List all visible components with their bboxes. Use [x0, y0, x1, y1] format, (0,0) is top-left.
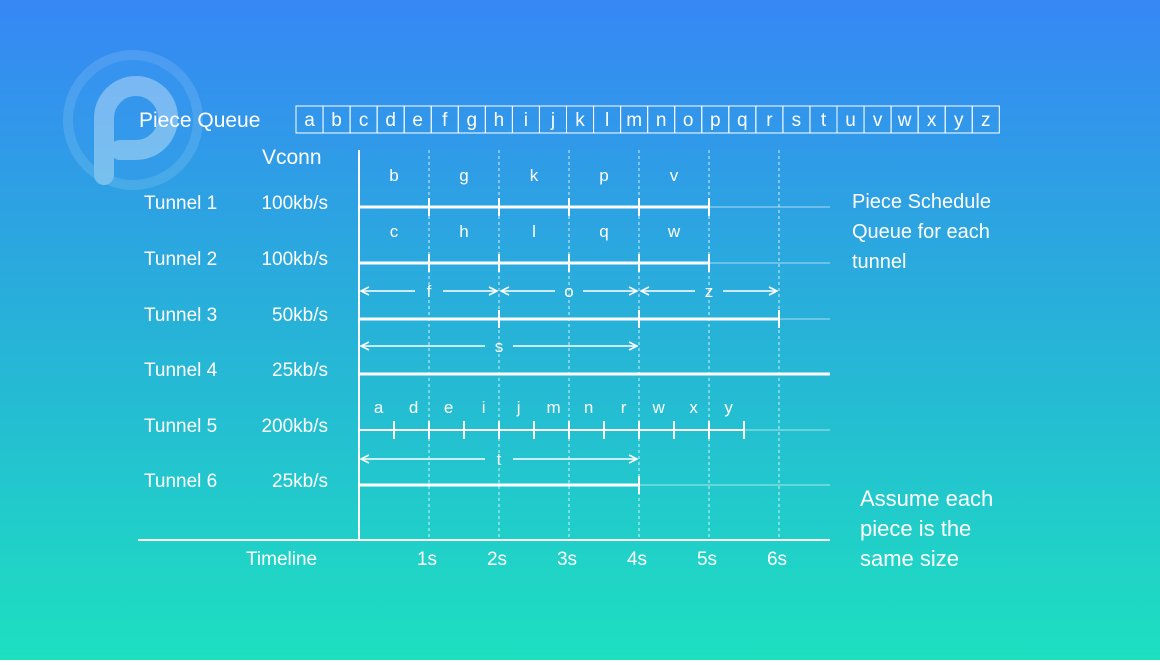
schedule-note-line-3: tunnel — [852, 251, 907, 273]
tunnel2-piece: w — [667, 222, 681, 241]
tunnel-labels: Tunnel 1 100kb/s Tunnel 2 100kb/s Tunnel 3 50… — [144, 193, 328, 492]
queue-cell-letter: v — [873, 110, 883, 131]
span-piece-label: z — [705, 282, 714, 301]
tunnel1-piece: b — [389, 166, 398, 185]
queue-cell-letter: b — [331, 110, 342, 131]
queue-cell-letter: t — [821, 110, 827, 131]
span-piece-label: f — [427, 282, 432, 301]
tick-label-6s: 6s — [767, 549, 787, 570]
tunnel2-piece: q — [599, 222, 608, 241]
queue-cell-letter: x — [927, 110, 937, 131]
assume-note-line-2: piece is the — [860, 516, 971, 541]
tunnel1-piece: p — [599, 166, 608, 185]
tunnel5-piece: i — [482, 398, 486, 417]
tunnel2-piece: c — [390, 222, 399, 241]
tunnel-name: Tunnel 1 — [144, 193, 217, 214]
tick-label-5s: 5s — [697, 549, 717, 570]
tunnel5-piece: m — [547, 398, 561, 417]
queue-cell-letter: l — [605, 110, 609, 131]
queue-cell-letter: c — [359, 110, 369, 131]
span-piece-label: t — [497, 450, 502, 469]
tunnel-rate: 100kb/s — [261, 193, 328, 214]
tunnel1-piece: g — [459, 166, 468, 185]
tunnel5-piece: j — [516, 398, 521, 417]
queue-cell-letter: o — [683, 110, 694, 131]
assume-note-line-1: Assume each — [860, 486, 993, 511]
queue-cell-letter: g — [467, 110, 478, 131]
p-logo-icon — [63, 50, 203, 190]
queue-cell-letter: w — [897, 110, 912, 131]
tunnel-rate: 200kb/s — [261, 416, 328, 437]
tunnel-name: Tunnel 2 — [144, 249, 217, 270]
vconn-label: Vconn — [262, 146, 322, 169]
schedule-note-line-2: Queue for each — [852, 221, 990, 243]
tunnel-name: Tunnel 3 — [144, 305, 217, 326]
schedule-note-line-1: Piece Schedule — [852, 191, 991, 213]
queue-cell-letter: e — [412, 110, 423, 131]
queue-cell-letter: f — [442, 110, 448, 131]
tunnel5-piece: x — [689, 398, 698, 417]
tunnel2-piece: l — [532, 222, 536, 241]
assume-note-line-3: same size — [860, 546, 959, 571]
timeline-ticks: 1s 2s 3s 4s 5s 6s — [417, 549, 787, 570]
queue-cell-letter: r — [766, 110, 773, 131]
span-piece-label: o — [564, 282, 573, 301]
queue-cell-letter: q — [737, 110, 748, 131]
queue-cell-letter: d — [385, 110, 396, 131]
queue-cell-letter: z — [981, 110, 991, 131]
timeline-label: Timeline — [246, 549, 317, 570]
queue-cell-letter: k — [575, 110, 585, 131]
tunnel-name: Tunnel 6 — [144, 471, 217, 492]
tunnel5-piece: d — [409, 398, 418, 417]
piece-queue-label: Piece Queue — [139, 109, 260, 132]
span-piece-label: s — [495, 337, 504, 356]
tunnel1-piece: v — [670, 166, 679, 185]
tunnel5-piece: r — [621, 398, 627, 417]
queue-cell-letter: a — [304, 110, 315, 131]
tunnel-rate: 100kb/s — [261, 249, 328, 270]
tick-label-1s: 1s — [417, 549, 437, 570]
tunnel2-piece: h — [459, 222, 468, 241]
tunnel5-piece: e — [444, 398, 453, 417]
time-gridlines — [428, 150, 780, 540]
tunnel5-piece: n — [584, 398, 593, 417]
queue-cell-letter: y — [954, 110, 964, 131]
queue-cell-letter: h — [494, 110, 505, 131]
queue-cell-letter: n — [656, 110, 667, 131]
tunnel-rows: b g k p v c h l q w f o z s a d e i j m n r w x y t — [359, 166, 830, 494]
queue-cell-letter: j — [550, 110, 555, 131]
tunnel5-piece: a — [374, 398, 384, 417]
tick-label-2s: 2s — [487, 549, 507, 570]
queue-cell-letter: s — [792, 110, 802, 131]
queue-cell-letter: u — [845, 110, 856, 131]
queue-cell-box — [971, 105, 1000, 134]
tunnel-name: Tunnel 4 — [144, 360, 218, 381]
tick-label-4s: 4s — [627, 549, 647, 570]
queue-cell-letter: p — [710, 110, 721, 131]
tick-label-3s: 3s — [557, 549, 577, 570]
tunnel5-piece: w — [651, 398, 665, 417]
tunnel1-piece: k — [530, 166, 539, 185]
tunnel-rate: 25kb/s — [272, 471, 328, 492]
tunnel5-piece: y — [724, 398, 733, 417]
tunnel-name: Tunnel 5 — [144, 416, 217, 437]
queue-cell-letter: m — [626, 110, 642, 131]
tunnel-rate: 50kb/s — [272, 305, 328, 326]
tunnel-rate: 25kb/s — [272, 360, 328, 381]
queue-cell-letter: i — [524, 110, 528, 131]
